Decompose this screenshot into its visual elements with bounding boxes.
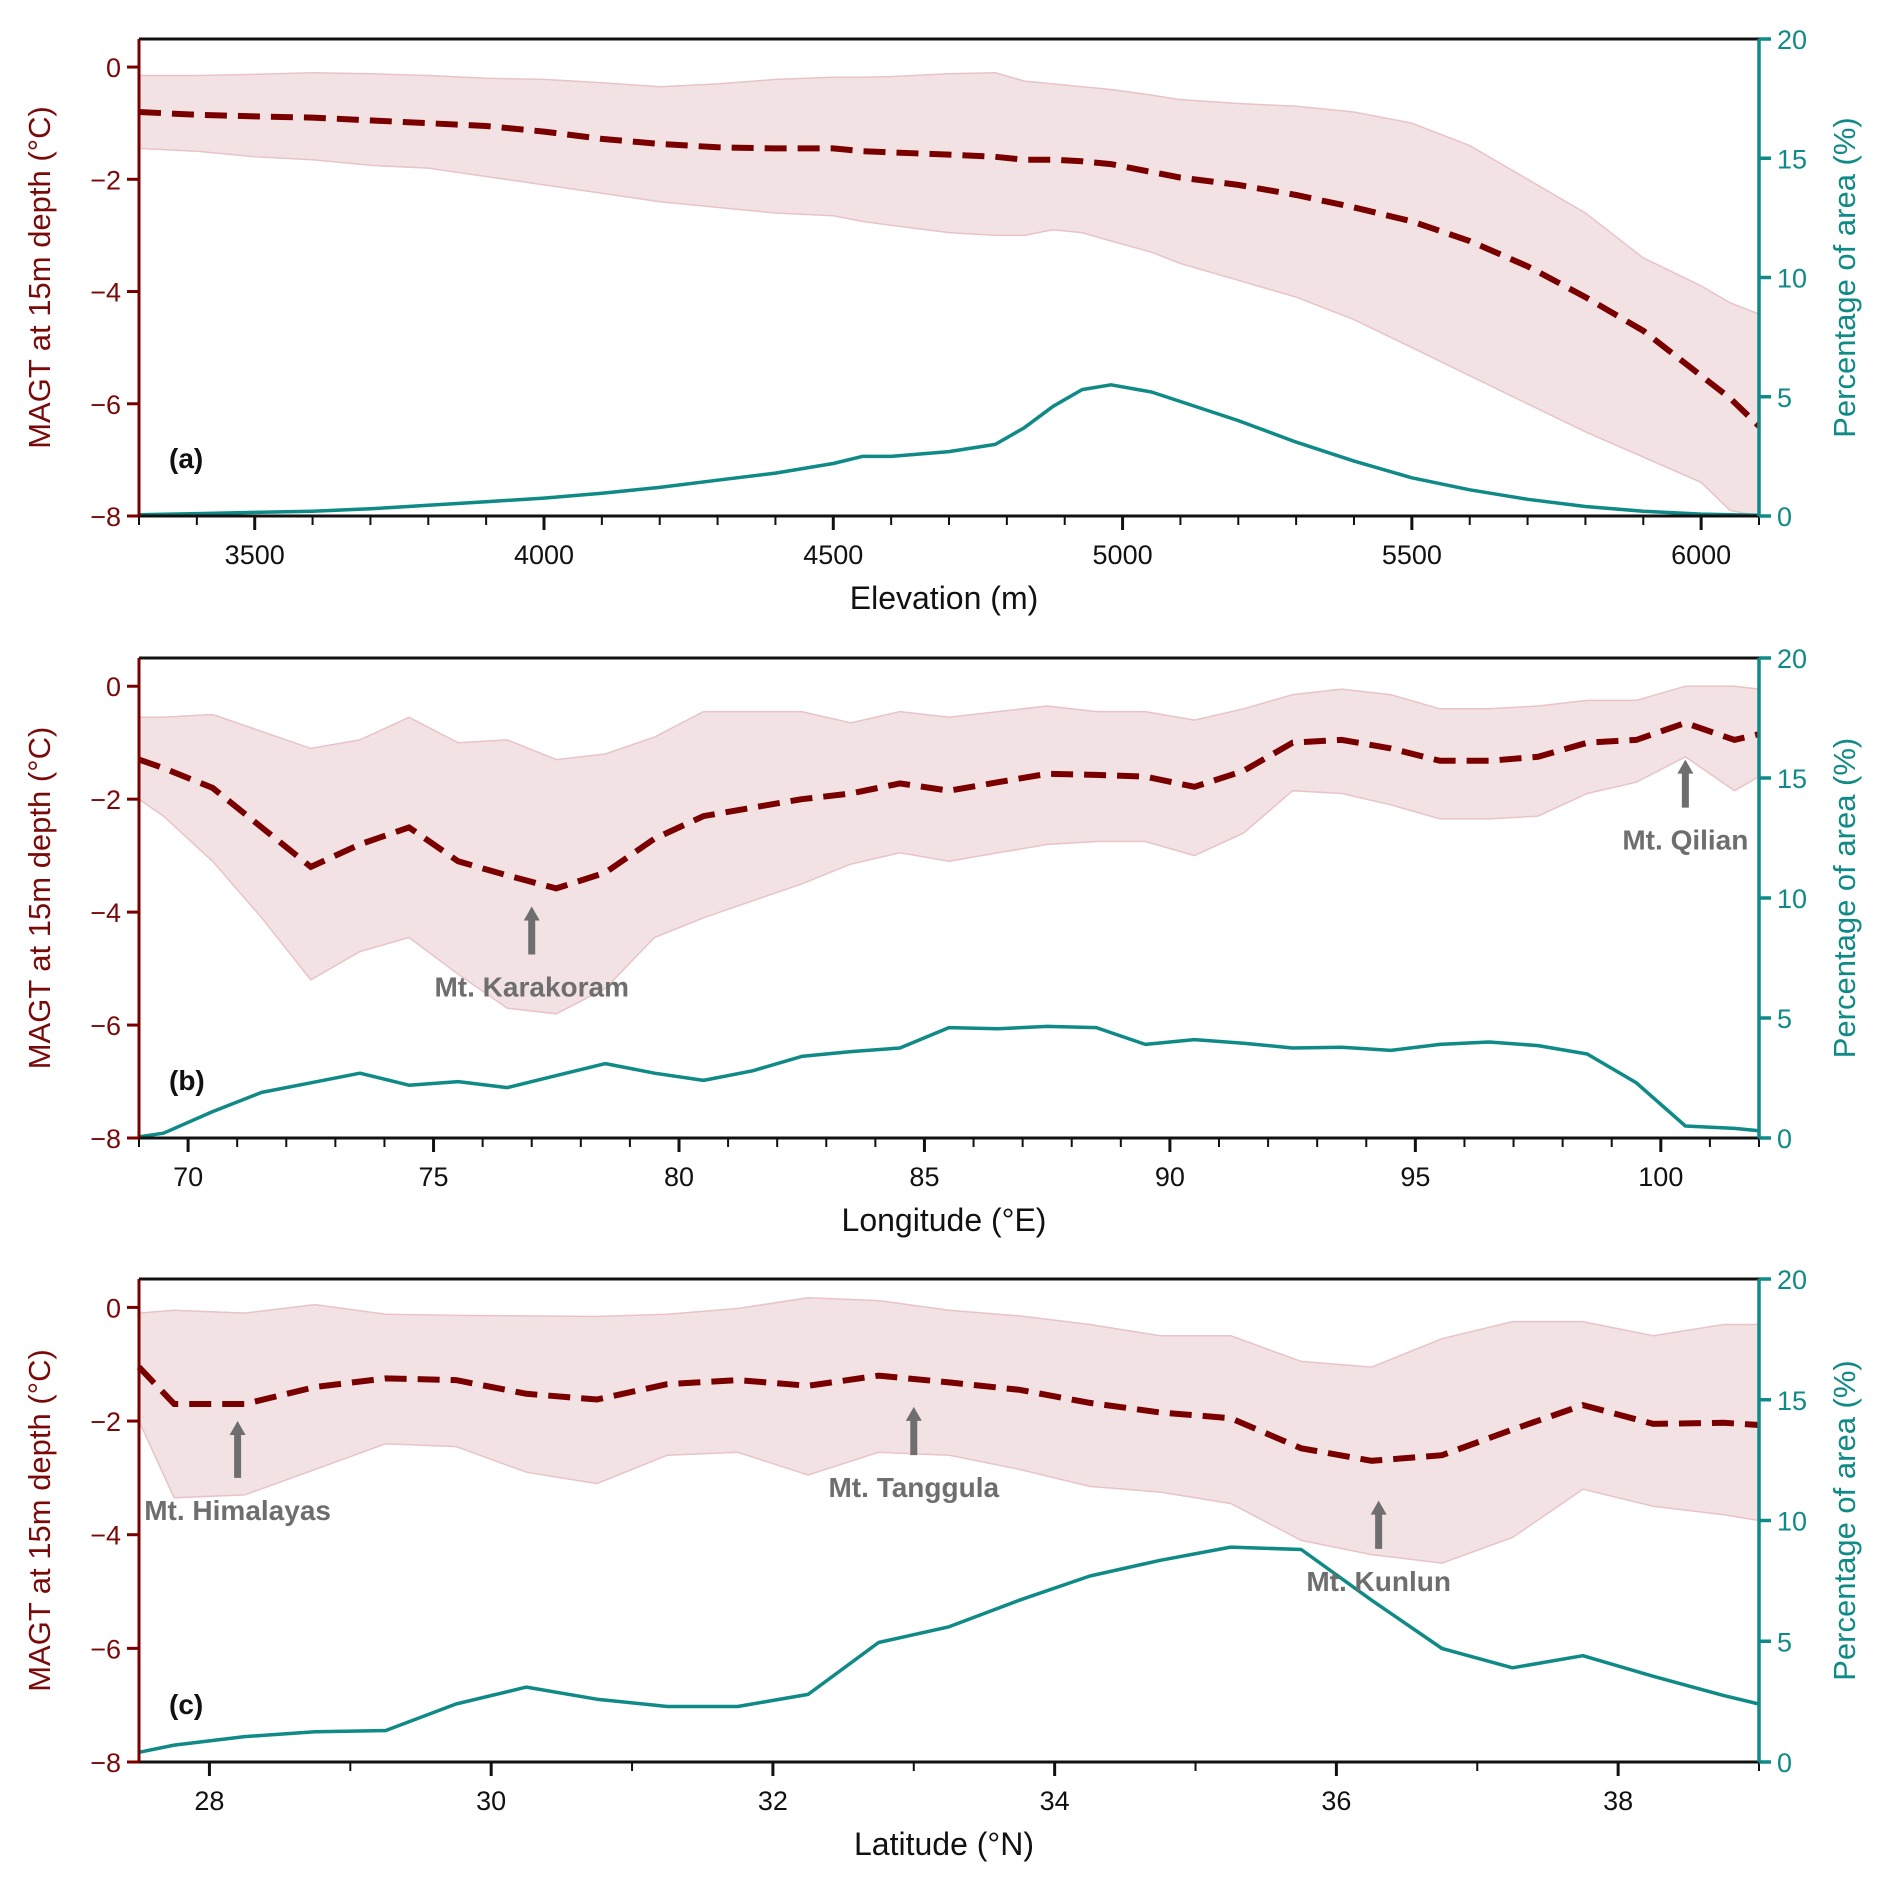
x-axis-label: Longitude (°E)	[842, 1202, 1047, 1238]
x-tick-label: 85	[909, 1162, 939, 1192]
y-left-tick-label: 0	[106, 1293, 121, 1323]
annotation-mt-tanggula: Mt. Tanggula	[828, 1406, 999, 1503]
y-right-tick-label: 20	[1777, 25, 1807, 55]
y-left-tick-label: −6	[90, 390, 121, 420]
x-tick-label: 80	[664, 1162, 694, 1192]
annotation-mt-himalayas: Mt. Himalayas	[144, 1421, 331, 1526]
annotation-label: Mt. Tanggula	[828, 1472, 999, 1503]
panel-label: (a)	[169, 443, 203, 474]
x-tick-label: 95	[1400, 1162, 1430, 1192]
arrow-up-icon	[1677, 759, 1694, 774]
y-axis-right-label: Percentage of area (%)	[1827, 117, 1862, 438]
x-tick-label: 5000	[1093, 540, 1153, 570]
arrow-up-icon	[905, 1406, 922, 1421]
y-left-tick-label: −4	[90, 898, 121, 928]
arrow-up-icon	[229, 1421, 246, 1436]
y-right-tick-label: 20	[1777, 1265, 1807, 1295]
x-tick-label: 6000	[1671, 540, 1731, 570]
y-right-tick-label: 15	[1777, 144, 1807, 174]
y-left-tick-label: −6	[90, 1011, 121, 1041]
y-axis-left-label: MAGT at 15m depth (°C)	[22, 727, 57, 1070]
x-tick-label: 38	[1603, 1786, 1633, 1816]
y-axis-right-label: Percentage of area (%)	[1827, 1360, 1862, 1681]
annotation-mt-karakoram: Mt. Karakoram	[434, 906, 629, 1002]
y-right-tick-label: 5	[1777, 1627, 1792, 1657]
arrow-up-icon	[1370, 1500, 1387, 1515]
y-left-tick-label: −8	[90, 1748, 121, 1778]
annotation-label: Mt. Himalayas	[144, 1495, 331, 1526]
annotation-mt-qilian: Mt. Qilian	[1622, 759, 1748, 856]
y-left-tick-label: −8	[90, 1124, 121, 1154]
y-axis-left-label: MAGT at 15m depth (°C)	[22, 106, 57, 449]
area-percentage-line	[138, 1545, 1760, 1755]
x-tick-label: 90	[1155, 1162, 1185, 1192]
y-right-tick-label: 0	[1777, 502, 1792, 532]
y-right-tick-label: 10	[1777, 264, 1807, 294]
y-right-tick-label: 0	[1777, 1748, 1792, 1778]
y-axis-right-label: Percentage of area (%)	[1827, 738, 1862, 1059]
x-tick-label: 34	[1040, 1786, 1070, 1816]
y-right-tick-label: 5	[1777, 1004, 1792, 1034]
x-tick-label: 3500	[225, 540, 285, 570]
y-axis-left-label: MAGT at 15m depth (°C)	[22, 1349, 57, 1692]
x-tick-label: 36	[1321, 1786, 1351, 1816]
y-right-tick-label: 5	[1777, 383, 1792, 413]
panel-label: (b)	[169, 1065, 205, 1096]
y-left-tick-label: −2	[90, 785, 121, 815]
magt-range-band	[138, 685, 1760, 1015]
y-right-tick-label: 10	[1777, 1507, 1807, 1537]
panel-label: (c)	[169, 1689, 203, 1720]
area-percentage-line	[138, 383, 1760, 518]
magt-mean-line	[138, 719, 1760, 892]
x-tick-label: 75	[419, 1162, 449, 1192]
y-right-tick-label: 15	[1777, 1386, 1807, 1416]
annotation-mt-kunlun: Mt. Kunlun	[1306, 1500, 1451, 1597]
y-right-tick-label: 15	[1777, 764, 1807, 794]
x-axis-label: Latitude (°N)	[854, 1826, 1034, 1862]
area-percentage-line	[138, 1024, 1760, 1139]
y-right-tick-label: 10	[1777, 884, 1807, 914]
y-left-tick-label: −8	[90, 502, 121, 532]
x-tick-label: 4000	[514, 540, 574, 570]
y-left-tick-label: 0	[106, 53, 121, 83]
y-left-tick-label: −4	[90, 278, 121, 308]
panel-a: 3500 4000 4500 5000 5500 6000 Elevation (m) 0 −2…	[22, 25, 1862, 616]
arrow-up-icon	[523, 906, 540, 921]
magt-range-band	[138, 1297, 1760, 1564]
x-axis-label: Elevation (m)	[850, 580, 1039, 616]
magt-mean-line	[136, 1365, 1760, 1464]
panel-b: 70 75 80 85 90 95 100 Longitude (°E) 0 −2 −4 −6 −8 0 5…	[22, 644, 1862, 1238]
annotation-label: Mt. Qilian	[1622, 825, 1748, 856]
x-tick-label: 28	[194, 1786, 224, 1816]
panel-c: 28 30 32 34 36 38 Latitude (°N) 0 −2 −4 −6 −8 0 5 10 15…	[22, 1265, 1862, 1862]
x-tick-label: 100	[1638, 1162, 1683, 1192]
annotation-label: Mt. Kunlun	[1306, 1566, 1451, 1597]
magt-mean-line	[138, 109, 1762, 429]
x-tick-label: 5500	[1382, 540, 1442, 570]
y-right-tick-label: 0	[1777, 1124, 1792, 1154]
y-left-tick-label: −2	[90, 165, 121, 195]
annotation-label: Mt. Karakoram	[434, 971, 629, 1002]
y-left-tick-label: −2	[90, 1407, 121, 1437]
x-tick-label: 70	[173, 1162, 203, 1192]
x-tick-label: 30	[476, 1786, 506, 1816]
y-left-tick-label: 0	[106, 672, 121, 702]
x-tick-label: 32	[758, 1786, 788, 1816]
x-tick-label: 4500	[803, 540, 863, 570]
y-right-tick-label: 20	[1777, 644, 1807, 674]
y-left-tick-label: −6	[90, 1634, 121, 1664]
magt-range-band	[138, 71, 1760, 517]
y-left-tick-label: −4	[90, 1521, 121, 1551]
